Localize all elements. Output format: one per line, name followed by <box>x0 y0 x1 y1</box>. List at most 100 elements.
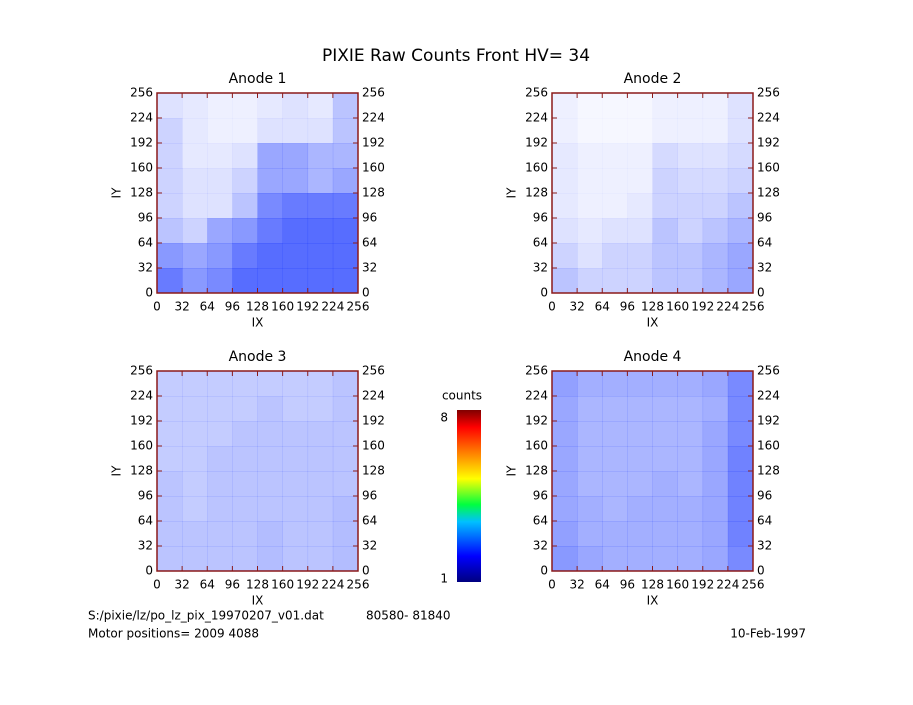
heat-cell <box>652 243 678 269</box>
heat-cell <box>602 268 628 294</box>
heat-cell <box>627 143 653 169</box>
heat-cell <box>677 168 704 194</box>
heat-cell <box>677 268 704 294</box>
heat-cell <box>182 521 208 547</box>
y-tick-label-right: 64 <box>362 236 377 250</box>
heat-cell <box>652 218 678 244</box>
heat-cell <box>182 421 208 447</box>
colorbar <box>457 410 481 582</box>
y-tick-label-right: 96 <box>757 211 772 225</box>
heat-cell <box>627 496 653 522</box>
y-tick-label: 192 <box>525 136 548 150</box>
heat-cell <box>232 218 258 244</box>
heat-cell <box>332 268 359 294</box>
heat-cell <box>727 471 754 497</box>
heat-cell <box>652 446 678 472</box>
y-tick-label-right: 160 <box>362 439 385 453</box>
heat-cell <box>627 118 652 143</box>
y-tick-label-right: 32 <box>362 261 377 275</box>
heat-cell <box>332 421 359 447</box>
y-tick-label: 192 <box>130 136 153 150</box>
heat-cell <box>602 446 628 472</box>
heat-cell <box>182 193 208 219</box>
x-tick-label: 160 <box>271 578 294 592</box>
x-tick-label: 192 <box>296 578 319 592</box>
x-tick-label: 64 <box>200 300 215 314</box>
y-tick-label-right: 128 <box>362 464 385 478</box>
x-axis-label: IX <box>647 594 659 608</box>
heat-cell <box>702 546 729 572</box>
heat-cell <box>702 193 729 219</box>
heat-cell <box>727 496 754 522</box>
x-tick-label: 96 <box>225 578 240 592</box>
y-tick-label: 256 <box>525 364 548 378</box>
counts-range: 80580- 81840 <box>366 609 451 623</box>
heat-cell <box>552 496 578 522</box>
heat-cell <box>552 471 578 497</box>
heat-cell <box>282 93 309 119</box>
panel-title: Anode 2 <box>624 71 682 87</box>
x-tick-label: 224 <box>321 578 344 592</box>
heat-cell <box>727 143 754 169</box>
y-tick-label: 224 <box>525 111 548 125</box>
heat-cell <box>727 396 754 422</box>
heat-cell <box>602 243 628 269</box>
y-tick-label: 96 <box>138 211 153 225</box>
heat-cell <box>577 193 603 219</box>
heat-cell <box>232 471 258 497</box>
heat-cell <box>332 218 359 244</box>
x-tick-label: 192 <box>296 300 319 314</box>
y-tick-label: 32 <box>533 539 548 553</box>
heat-cell <box>332 546 359 572</box>
heat-cell <box>232 446 258 472</box>
y-tick-label-right: 256 <box>757 364 780 378</box>
x-tick-label: 256 <box>742 578 765 592</box>
x-tick-label: 160 <box>666 300 689 314</box>
heat-cell <box>157 396 183 422</box>
heat-cell <box>727 268 754 294</box>
heat-cell <box>332 168 359 194</box>
heat-cell <box>727 243 754 269</box>
heat-cell <box>307 371 334 397</box>
heat-cell <box>307 218 334 244</box>
heat-cell <box>257 371 283 397</box>
heat-cell <box>677 421 704 447</box>
heat-cell <box>332 496 359 522</box>
heat-cell <box>182 396 208 422</box>
x-tick-label: 160 <box>271 300 294 314</box>
heat-cell <box>552 143 578 169</box>
heat-cell <box>282 496 309 522</box>
heat-cell <box>702 243 729 269</box>
heat-cell <box>577 371 603 397</box>
y-tick-label: 0 <box>145 564 153 578</box>
heat-cell <box>332 446 359 472</box>
heat-cell <box>157 168 183 194</box>
y-tick-label: 160 <box>130 439 153 453</box>
y-tick-label: 224 <box>525 389 548 403</box>
heat-cell <box>207 496 233 522</box>
heat-cell <box>207 396 233 422</box>
heat-cell <box>677 193 704 219</box>
heat-cell <box>182 371 208 397</box>
heat-cell <box>307 496 334 522</box>
heat-cell <box>652 143 678 169</box>
y-tick-label: 128 <box>130 186 153 200</box>
heat-cell <box>652 118 678 144</box>
y-tick-label: 192 <box>525 414 548 428</box>
x-tick-label: 32 <box>569 300 584 314</box>
heat-cell <box>702 93 729 119</box>
y-tick-label-right: 160 <box>757 161 780 175</box>
heat-cell <box>577 521 603 547</box>
heat-cell <box>257 143 283 169</box>
heat-cell <box>182 496 208 522</box>
heat-cell <box>307 143 334 169</box>
heat-cell <box>257 118 283 144</box>
heat-cell <box>182 446 208 472</box>
heat-cell <box>332 93 359 119</box>
heat-cell <box>602 93 627 118</box>
heat-cell <box>157 193 183 219</box>
heat-cell <box>677 521 704 547</box>
heat-cell <box>627 471 653 497</box>
x-tick-label: 128 <box>641 578 664 592</box>
